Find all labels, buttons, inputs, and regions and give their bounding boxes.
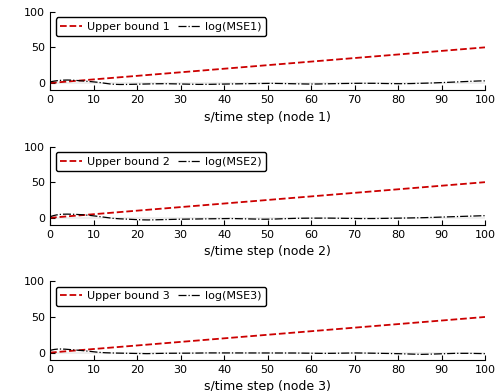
log(MSE3) <box>416 352 422 357</box>
X-axis label: s/time step (node 1): s/time step (node 1) <box>204 111 331 124</box>
log(MSE3) <box>482 352 488 356</box>
log(MSE2) <box>100 215 106 219</box>
log(MSE3) <box>322 351 328 356</box>
Legend: Upper bound 1, log(MSE1): Upper bound 1, log(MSE1) <box>56 17 266 36</box>
X-axis label: s/time step (node 3): s/time step (node 3) <box>204 380 331 391</box>
Line: log(MSE3): log(MSE3) <box>50 349 485 354</box>
log(MSE1) <box>191 82 197 87</box>
log(MSE1) <box>363 81 369 86</box>
log(MSE1) <box>64 78 70 83</box>
log(MSE3) <box>364 351 370 355</box>
log(MSE1) <box>100 81 106 85</box>
log(MSE3) <box>58 347 64 352</box>
log(MSE3) <box>47 348 53 353</box>
log(MSE1) <box>366 81 372 86</box>
log(MSE1) <box>47 79 53 84</box>
log(MSE1) <box>323 81 329 86</box>
Line: log(MSE2): log(MSE2) <box>50 214 485 220</box>
log(MSE2) <box>145 217 151 222</box>
X-axis label: s/time step (node 2): s/time step (node 2) <box>204 245 331 258</box>
log(MSE3) <box>100 350 106 355</box>
log(MSE2) <box>64 212 70 217</box>
log(MSE3) <box>220 351 226 355</box>
log(MSE2) <box>222 216 228 221</box>
log(MSE1) <box>118 82 124 87</box>
log(MSE3) <box>190 351 196 355</box>
log(MSE1) <box>482 79 488 83</box>
log(MSE2) <box>191 217 197 221</box>
Line: log(MSE1): log(MSE1) <box>50 80 485 84</box>
Legend: Upper bound 2, log(MSE2): Upper bound 2, log(MSE2) <box>56 152 266 171</box>
log(MSE2) <box>47 214 53 219</box>
log(MSE2) <box>323 216 329 221</box>
log(MSE2) <box>366 216 372 221</box>
log(MSE1) <box>222 82 228 86</box>
log(MSE3) <box>362 351 368 355</box>
log(MSE2) <box>363 216 369 221</box>
log(MSE2) <box>482 213 488 218</box>
Legend: Upper bound 3, log(MSE3): Upper bound 3, log(MSE3) <box>56 287 266 306</box>
